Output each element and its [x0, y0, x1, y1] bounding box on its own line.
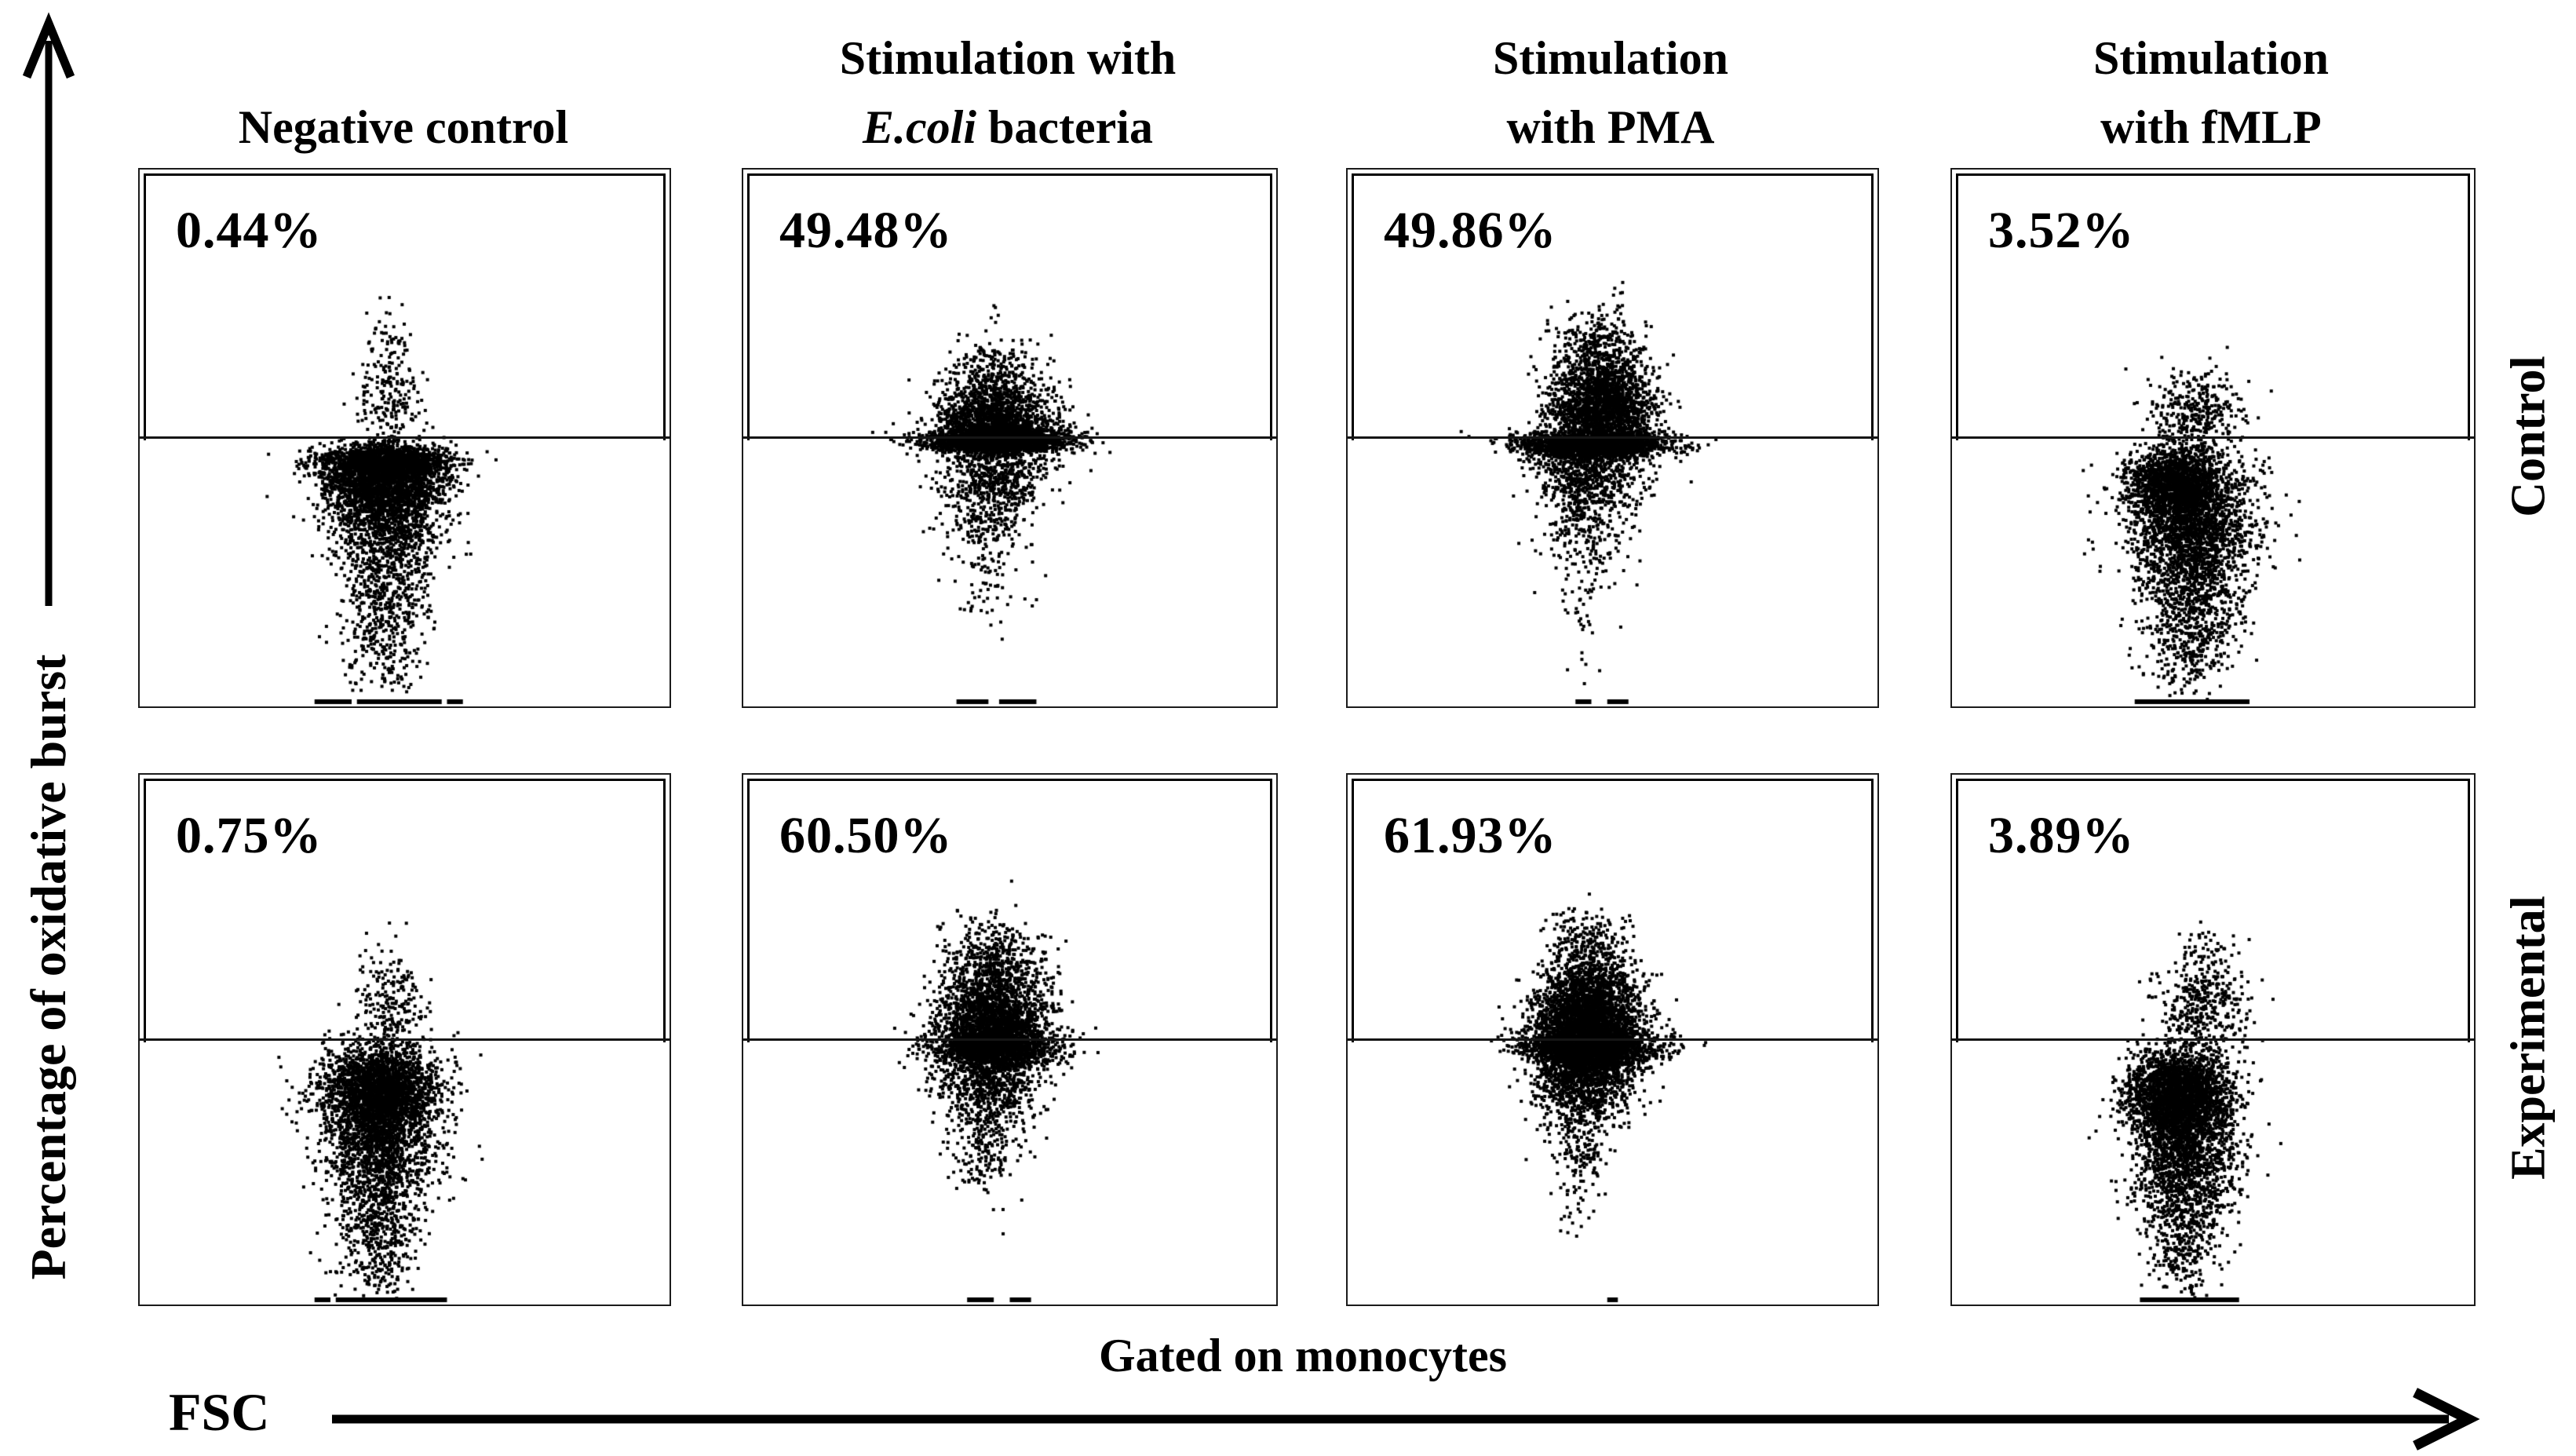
header-line2: with PMA: [1507, 93, 1715, 162]
column-header-pma: Stimulation with PMA: [1352, 6, 1870, 162]
gate-rectangle: [747, 779, 1272, 1042]
gate-rectangle: [1956, 173, 2470, 440]
header-rest-part: with PMA: [1506, 101, 1715, 153]
header-line1: Stimulation: [2093, 32, 2330, 84]
header-rest-part: Negative control: [238, 101, 569, 153]
gate-rectangle: [144, 779, 666, 1042]
gate-line: [1950, 1038, 2476, 1041]
gate-percentage: 3.89%: [1988, 807, 2135, 864]
x-axis-arrow: [332, 1388, 2480, 1451]
x-axis-label: FSC: [169, 1382, 270, 1442]
panel-experimental-negative: 0.75%: [138, 773, 671, 1306]
y-axis-label: Percentage of oxidative burst: [20, 654, 76, 1280]
column-header-ecoli: Stimulation with E.coli bacteria: [749, 6, 1267, 162]
gate-rectangle: [1352, 779, 1874, 1042]
gate-percentage: 49.48%: [779, 202, 953, 259]
gate-line: [138, 1038, 671, 1041]
gate-percentage: 0.75%: [176, 807, 323, 864]
gate-rectangle: [144, 173, 666, 440]
panel-experimental-ecoli: 60.50%: [742, 773, 1278, 1306]
gate-rectangle: [1956, 779, 2470, 1042]
gate-line: [742, 436, 1278, 439]
gate-line: [138, 436, 671, 439]
column-header-negative-control: Negative control: [144, 6, 662, 162]
header-line2: with fMLP: [2100, 93, 2322, 162]
gate-percentage: 49.86%: [1384, 202, 1557, 259]
gate-rectangle: [1352, 173, 1874, 440]
panel-experimental-pma: 61.93%: [1346, 773, 1879, 1306]
y-axis-arrow: [22, 12, 75, 606]
row-label-control: Control: [2501, 356, 2556, 517]
header-line1: Stimulation: [1492, 32, 1729, 84]
gate-percentage: 0.44%: [176, 202, 323, 259]
gate-line: [742, 1038, 1278, 1041]
panel-experimental-fmlp: 3.89%: [1950, 773, 2476, 1306]
header-rest-part: with fMLP: [2100, 101, 2322, 153]
panel-control-ecoli: 49.48%: [742, 168, 1278, 708]
x-axis-caption: Gated on monocytes: [1099, 1330, 1507, 1381]
gate-percentage: 61.93%: [1384, 807, 1557, 864]
panel-control-pma: 49.86%: [1346, 168, 1879, 708]
header-line2: E.coli bacteria: [863, 93, 1153, 162]
gate-rectangle: [747, 173, 1272, 440]
gate-percentage: 60.50%: [779, 807, 953, 864]
header-line2: Negative control: [239, 93, 568, 162]
row-label-experimental: Experimental: [2501, 896, 2556, 1180]
gate-line: [1346, 1038, 1879, 1041]
column-header-fmlp: Stimulation with fMLP: [1952, 6, 2470, 162]
header-rest-part: bacteria: [976, 101, 1153, 153]
gate-line: [1346, 436, 1879, 439]
panel-control-negative: 0.44%: [138, 168, 671, 708]
gate-line: [1950, 436, 2476, 439]
gate-percentage: 3.52%: [1988, 202, 2135, 259]
header-line1: Stimulation with: [839, 32, 1177, 84]
panel-control-fmlp: 3.52%: [1950, 168, 2476, 708]
header-italic-part: E.coli: [863, 101, 977, 153]
